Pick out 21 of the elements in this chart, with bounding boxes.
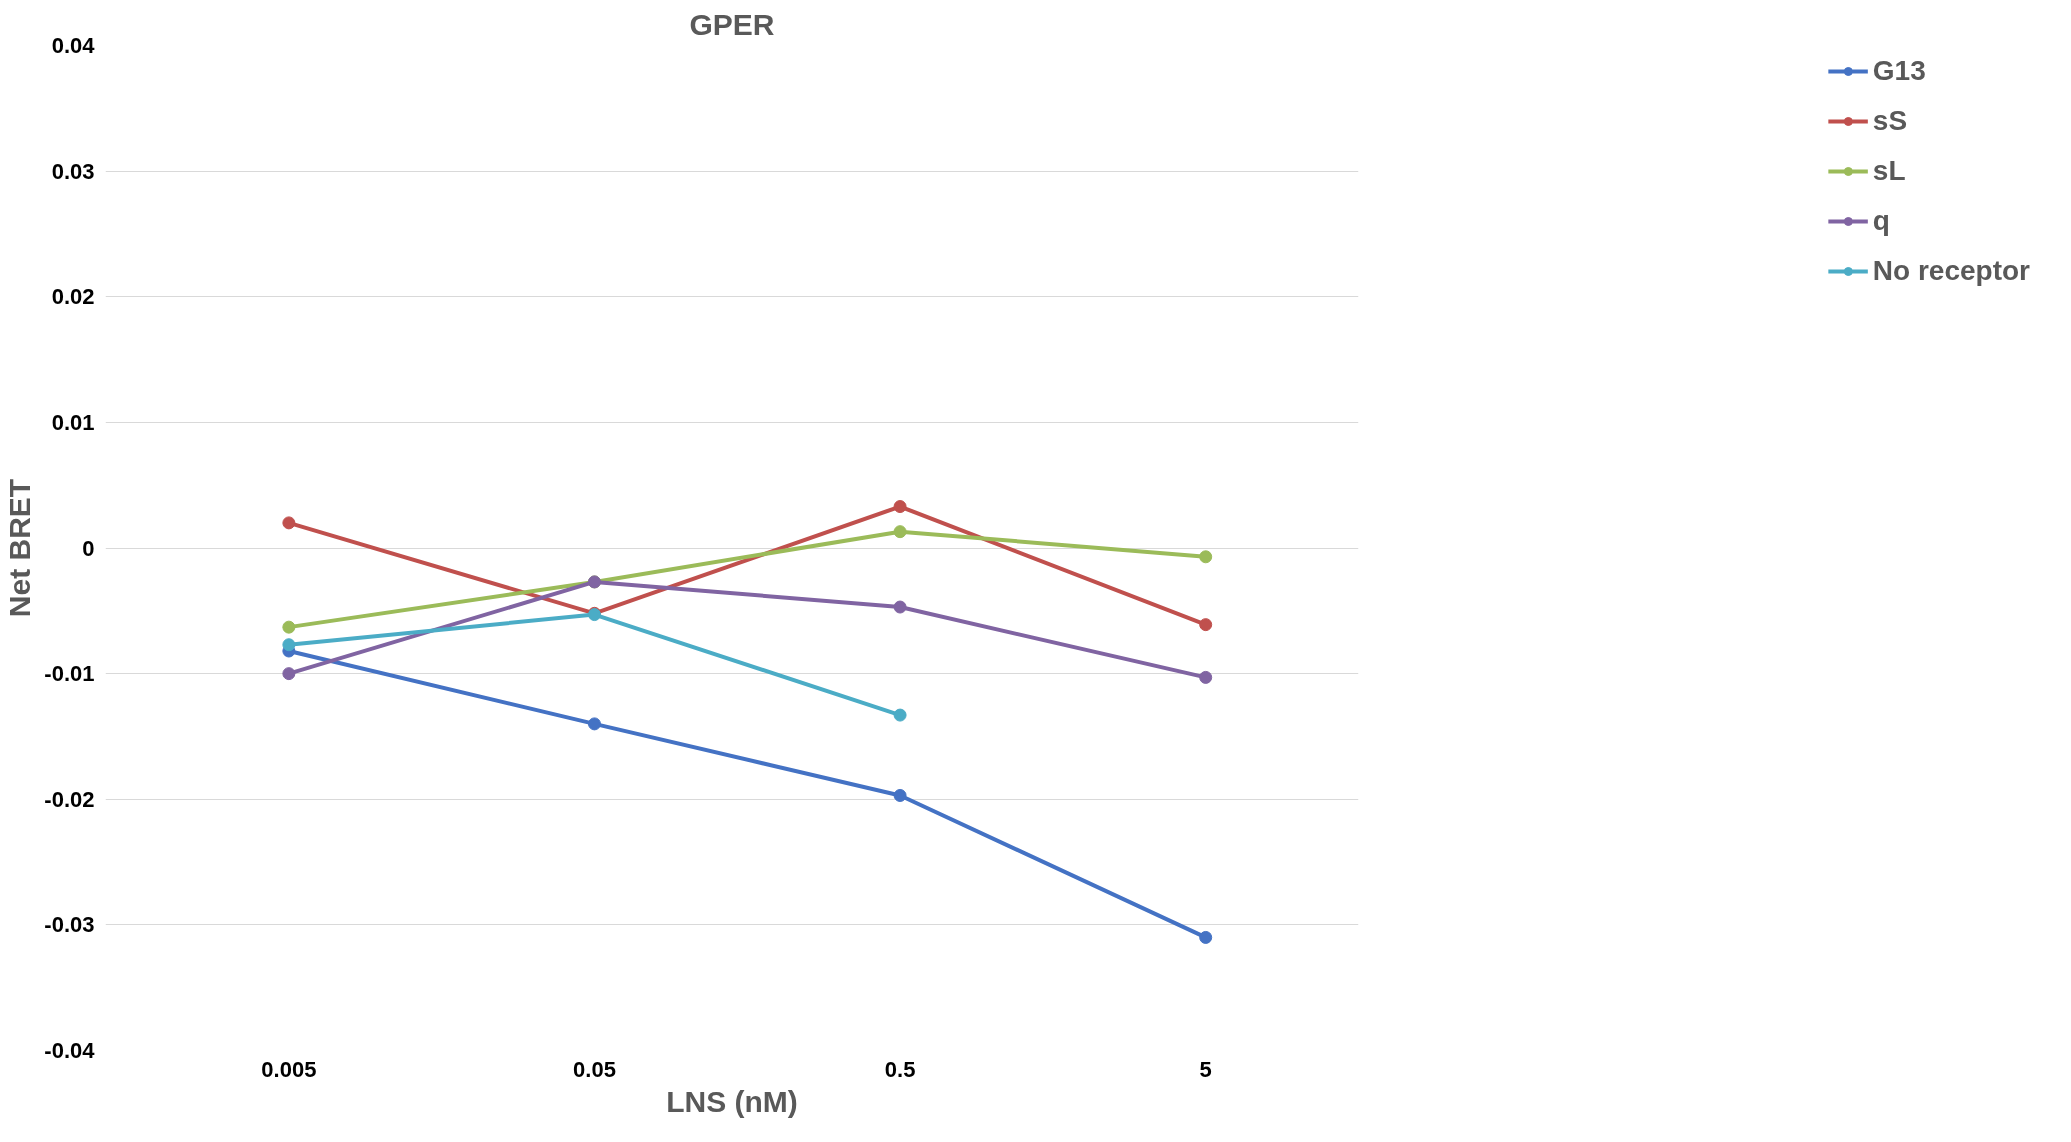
chart-title: GPER xyxy=(689,7,775,41)
y-tick-label: 0.04 xyxy=(51,33,96,58)
legend-label: sS xyxy=(1872,105,1908,137)
x-tick-label: 0.05 xyxy=(573,1056,616,1082)
y-tick-label: -0.01 xyxy=(44,661,95,687)
y-tick-label: 0 xyxy=(82,535,95,561)
y-axis-title: Net BRET xyxy=(3,478,37,618)
legend-label: sL xyxy=(1872,155,1906,187)
x-axis-title: LNS (nM) xyxy=(666,1084,798,1118)
y-tick-label: -0.02 xyxy=(44,786,95,812)
x-tick-label: 0.005 xyxy=(261,1056,317,1082)
y-tick-label: 0.01 xyxy=(51,409,95,435)
legend-label: No receptor xyxy=(1872,255,2030,287)
x-tick-label: 5 xyxy=(1199,1056,1212,1082)
y-tick-label: -0.04 xyxy=(44,1038,96,1063)
y-tick-label: -0.03 xyxy=(44,912,95,938)
y-tick-label: 0.02 xyxy=(51,284,95,310)
legend-label: q xyxy=(1872,205,1891,237)
x-tick-label: 0.5 xyxy=(884,1056,916,1082)
y-tick-label: 0.03 xyxy=(51,158,95,184)
legend-label: G13 xyxy=(1872,55,1926,87)
